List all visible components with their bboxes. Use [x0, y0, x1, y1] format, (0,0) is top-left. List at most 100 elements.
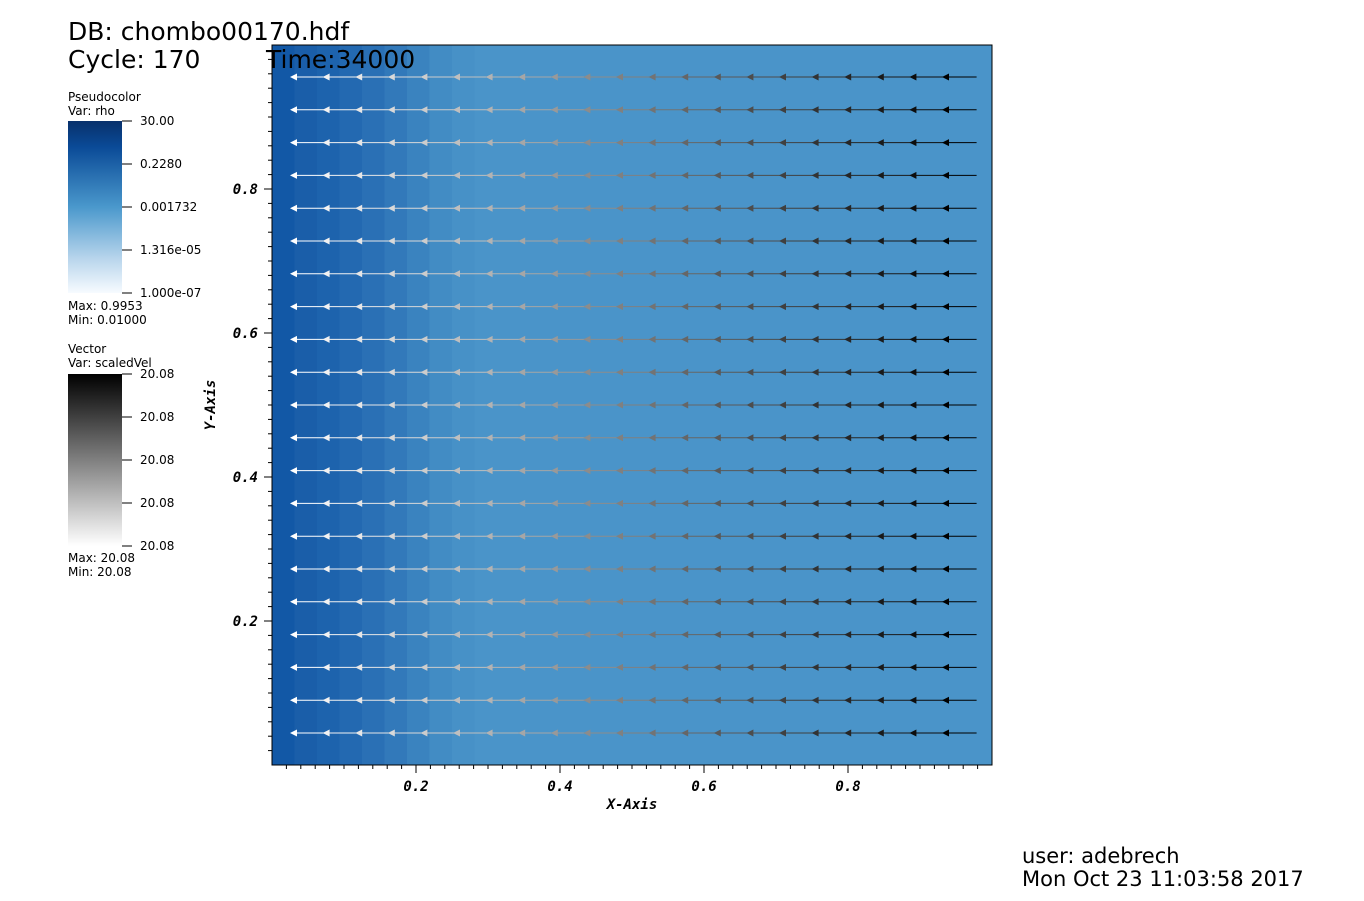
- vector-head: [550, 237, 558, 245]
- cycle: Cycle: 170: [68, 45, 200, 74]
- vector-head: [909, 401, 917, 409]
- vector-head: [942, 467, 949, 475]
- vector-head: [322, 598, 330, 606]
- vector-head: [746, 663, 754, 671]
- vector-head: [844, 73, 852, 81]
- vector-head: [746, 335, 754, 343]
- vector-head: [811, 335, 819, 343]
- vector-head: [322, 467, 330, 475]
- x-tick-label: 0.6: [691, 779, 716, 795]
- vector-head: [909, 204, 917, 212]
- vector-head: [746, 401, 754, 409]
- vector-head: [713, 696, 721, 704]
- vector-head: [583, 532, 591, 540]
- vector-head: [909, 335, 917, 343]
- vector-head: [942, 204, 949, 212]
- vector-head: [420, 598, 428, 606]
- vector-head: [811, 532, 819, 540]
- vector-head: [713, 467, 721, 475]
- date: Mon Oct 23 11:03:58 2017: [1022, 867, 1304, 891]
- vector-head: [322, 204, 330, 212]
- vector-head: [713, 499, 721, 507]
- vector-head: [355, 335, 363, 343]
- vector-head: [583, 368, 591, 376]
- vector-head: [844, 696, 852, 704]
- vector-head: [387, 73, 395, 81]
- vector-head: [942, 139, 949, 147]
- vector-head: [942, 237, 949, 245]
- vector-head: [909, 270, 917, 278]
- vector-head: [876, 106, 884, 114]
- vector-head: [322, 532, 330, 540]
- vector-head: [942, 171, 949, 179]
- vector-head: [648, 303, 656, 311]
- vector-head: [811, 434, 819, 442]
- vector-head: [648, 729, 656, 737]
- vector-head: [876, 303, 884, 311]
- vector-head: [485, 270, 493, 278]
- vector-head: [453, 696, 460, 704]
- vector-head: [876, 368, 884, 376]
- vector-head: [616, 532, 623, 540]
- vector-head: [550, 696, 558, 704]
- vector-head: [453, 729, 460, 737]
- vector-head: [616, 467, 623, 475]
- vector-head: [713, 270, 721, 278]
- vector-head: [518, 467, 526, 475]
- vector-head: [355, 565, 363, 573]
- vector-head: [909, 565, 917, 573]
- vector-head: [485, 434, 493, 442]
- vector-head: [681, 139, 689, 147]
- vector-head: [713, 401, 721, 409]
- vector-head: [681, 532, 689, 540]
- legend-label: 20.08: [140, 496, 174, 510]
- vector-head: [616, 270, 623, 278]
- vector-head: [746, 73, 754, 81]
- vector-head: [387, 106, 395, 114]
- vector-head: [355, 139, 363, 147]
- vector-head: [355, 237, 363, 245]
- vector-head: [811, 729, 819, 737]
- vector-head: [681, 499, 689, 507]
- vector-head: [518, 303, 526, 311]
- vector-head: [355, 729, 363, 737]
- vector-head: [746, 368, 754, 376]
- vector-head: [648, 467, 656, 475]
- vector-head: [909, 663, 917, 671]
- vector-head: [811, 270, 819, 278]
- vector-head: [811, 171, 819, 179]
- vector-head: [844, 106, 852, 114]
- y-tick-label: 0.6: [233, 326, 258, 342]
- vector-head: [779, 434, 786, 442]
- vector-head: [779, 204, 786, 212]
- vector-head: [420, 631, 428, 639]
- vector-head: [387, 532, 395, 540]
- vector-head: [811, 467, 819, 475]
- vector-head: [648, 663, 656, 671]
- vector-head: [322, 368, 330, 376]
- vector-head: [648, 434, 656, 442]
- vector-head: [550, 303, 558, 311]
- vector-head: [322, 106, 330, 114]
- vector-head: [616, 171, 623, 179]
- vector-head: [453, 335, 460, 343]
- vector-head: [583, 204, 591, 212]
- vector-head: [648, 598, 656, 606]
- vector-head: [909, 532, 917, 540]
- vector-head: [942, 368, 949, 376]
- vector-head: [681, 73, 689, 81]
- vector-head: [550, 565, 558, 573]
- vector-head: [681, 598, 689, 606]
- vector-head: [290, 106, 297, 114]
- vector-head: [420, 303, 428, 311]
- vector-head: [811, 106, 819, 114]
- vector-head: [942, 303, 949, 311]
- vector-head: [550, 204, 558, 212]
- vector-head: [485, 139, 493, 147]
- vector-head: [811, 139, 819, 147]
- vector-head: [909, 303, 917, 311]
- vector-head: [746, 729, 754, 737]
- vector-head: [453, 368, 460, 376]
- vector-head: [387, 171, 395, 179]
